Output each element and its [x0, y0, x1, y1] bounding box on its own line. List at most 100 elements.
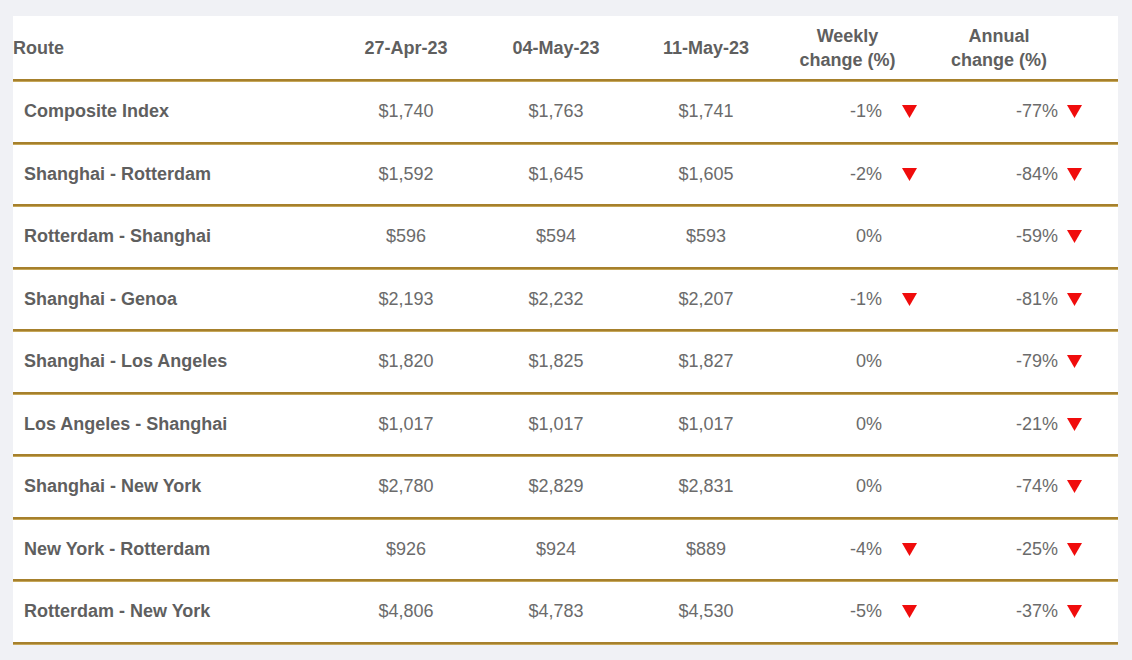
- column-header-date-2: 04-May-23: [481, 36, 631, 60]
- annual-change-value: -84%: [1016, 164, 1058, 185]
- weekly-change-cell: -1%: [781, 289, 930, 310]
- annual-down-triangle-icon: [1067, 168, 1082, 181]
- annual-down-triangle-icon: [1067, 105, 1082, 118]
- annual-change-header-line2: change (%): [930, 48, 1068, 72]
- table-bottom-border: [13, 642, 1118, 645]
- annual-down-triangle-icon: [1067, 605, 1082, 618]
- annual-change-value: -81%: [1016, 289, 1058, 310]
- rate-cell-date-2: $1,763: [481, 101, 631, 122]
- table-row: New York - Rotterdam $926 $924 $889 -4% …: [13, 520, 1118, 580]
- annual-change-cell: -77%: [930, 101, 1118, 122]
- table-row: Shanghai - New York $2,780 $2,829 $2,831…: [13, 457, 1118, 517]
- annual-down-triangle-icon: [1067, 230, 1082, 243]
- route-cell: Shanghai - New York: [13, 476, 331, 497]
- rate-cell-date-3: $2,207: [631, 289, 781, 310]
- weekly-down-triangle-icon: [902, 168, 917, 181]
- table-header-row: Route 27-Apr-23 04-May-23 11-May-23 Week…: [13, 16, 1118, 79]
- weekly-change-cell: 0%: [781, 226, 930, 247]
- annual-change-cell: -81%: [930, 289, 1118, 310]
- annual-down-triangle-icon: [1067, 480, 1082, 493]
- rate-cell-date-3: $889: [631, 539, 781, 560]
- weekly-change-value: -1%: [850, 289, 882, 310]
- weekly-change-cell: -4%: [781, 539, 930, 560]
- column-header-date-3: 11-May-23: [631, 36, 781, 60]
- column-header-route: Route: [13, 36, 331, 60]
- rate-cell-date-1: $1,740: [331, 101, 481, 122]
- rate-cell-date-3: $1,827: [631, 351, 781, 372]
- annual-change-cell: -25%: [930, 539, 1118, 560]
- rate-cell-date-1: $1,820: [331, 351, 481, 372]
- weekly-change-value: 0%: [856, 476, 882, 497]
- table-row: Shanghai - Los Angeles $1,820 $1,825 $1,…: [13, 332, 1118, 392]
- annual-down-triangle-icon: [1067, 355, 1082, 368]
- rate-cell-date-2: $2,232: [481, 289, 631, 310]
- weekly-change-value: -1%: [850, 101, 882, 122]
- weekly-change-cell: -2%: [781, 164, 930, 185]
- rate-cell-date-1: $2,193: [331, 289, 481, 310]
- rate-cell-date-2: $2,829: [481, 476, 631, 497]
- annual-change-cell: -37%: [930, 601, 1118, 622]
- annual-change-cell: -59%: [930, 226, 1118, 247]
- rate-cell-date-3: $1,017: [631, 414, 781, 435]
- table-row: Shanghai - Genoa $2,193 $2,232 $2,207 -1…: [13, 270, 1118, 330]
- weekly-change-cell: -1%: [781, 101, 930, 122]
- route-cell: Shanghai - Los Angeles: [13, 351, 331, 372]
- rate-cell-date-1: $596: [331, 226, 481, 247]
- annual-change-value: -37%: [1016, 601, 1058, 622]
- weekly-change-value: 0%: [856, 414, 882, 435]
- weekly-change-cell: -5%: [781, 601, 930, 622]
- rate-cell-date-1: $926: [331, 539, 481, 560]
- route-cell: New York - Rotterdam: [13, 539, 331, 560]
- annual-change-cell: -79%: [930, 351, 1118, 372]
- rate-cell-date-1: $4,806: [331, 601, 481, 622]
- rate-cell-date-3: $593: [631, 226, 781, 247]
- route-cell: Shanghai - Rotterdam: [13, 164, 331, 185]
- rate-cell-date-3: $1,605: [631, 164, 781, 185]
- column-header-annual-change: Annual change (%): [930, 24, 1118, 72]
- rate-cell-date-2: $924: [481, 539, 631, 560]
- table-body: Composite Index $1,740 $1,763 $1,741 -1%…: [13, 79, 1118, 642]
- annual-change-value: -77%: [1016, 101, 1058, 122]
- route-cell: Composite Index: [13, 101, 331, 122]
- annual-down-triangle-icon: [1067, 418, 1082, 431]
- weekly-change-value: 0%: [856, 226, 882, 247]
- weekly-change-value: 0%: [856, 351, 882, 372]
- annual-change-value: -25%: [1016, 539, 1058, 560]
- weekly-down-triangle-icon: [902, 105, 917, 118]
- rate-cell-date-3: $2,831: [631, 476, 781, 497]
- rate-cell-date-2: $1,825: [481, 351, 631, 372]
- annual-down-triangle-icon: [1067, 293, 1082, 306]
- annual-change-value: -59%: [1016, 226, 1058, 247]
- table-row: Rotterdam - New York $4,806 $4,783 $4,53…: [13, 582, 1118, 642]
- rate-cell-date-2: $1,645: [481, 164, 631, 185]
- rate-cell-date-1: $1,017: [331, 414, 481, 435]
- weekly-change-cell: 0%: [781, 414, 930, 435]
- column-header-weekly-change: Weekly change (%): [781, 24, 930, 72]
- weekly-change-value: -4%: [850, 539, 882, 560]
- table-row: Rotterdam - Shanghai $596 $594 $593 0% -…: [13, 207, 1118, 267]
- table-row: Los Angeles - Shanghai $1,017 $1,017 $1,…: [13, 395, 1118, 455]
- rate-cell-date-3: $4,530: [631, 601, 781, 622]
- rate-cell-date-2: $594: [481, 226, 631, 247]
- rate-cell-date-2: $4,783: [481, 601, 631, 622]
- table-row: Shanghai - Rotterdam $1,592 $1,645 $1,60…: [13, 145, 1118, 205]
- annual-change-cell: -21%: [930, 414, 1118, 435]
- weekly-change-header-line1: Weekly: [781, 24, 914, 48]
- route-cell: Los Angeles - Shanghai: [13, 414, 331, 435]
- annual-change-cell: -74%: [930, 476, 1118, 497]
- weekly-change-value: -5%: [850, 601, 882, 622]
- weekly-down-triangle-icon: [902, 293, 917, 306]
- weekly-change-value: -2%: [850, 164, 882, 185]
- weekly-down-triangle-icon: [902, 605, 917, 618]
- rate-cell-date-1: $1,592: [331, 164, 481, 185]
- weekly-down-triangle-icon: [902, 543, 917, 556]
- weekly-change-cell: 0%: [781, 476, 930, 497]
- route-cell: Rotterdam - New York: [13, 601, 331, 622]
- weekly-change-header-line2: change (%): [781, 48, 914, 72]
- annual-change-cell: -84%: [930, 164, 1118, 185]
- annual-change-value: -79%: [1016, 351, 1058, 372]
- route-cell: Rotterdam - Shanghai: [13, 226, 331, 247]
- weekly-change-cell: 0%: [781, 351, 930, 372]
- annual-change-value: -21%: [1016, 414, 1058, 435]
- table-row: Composite Index $1,740 $1,763 $1,741 -1%…: [13, 82, 1118, 142]
